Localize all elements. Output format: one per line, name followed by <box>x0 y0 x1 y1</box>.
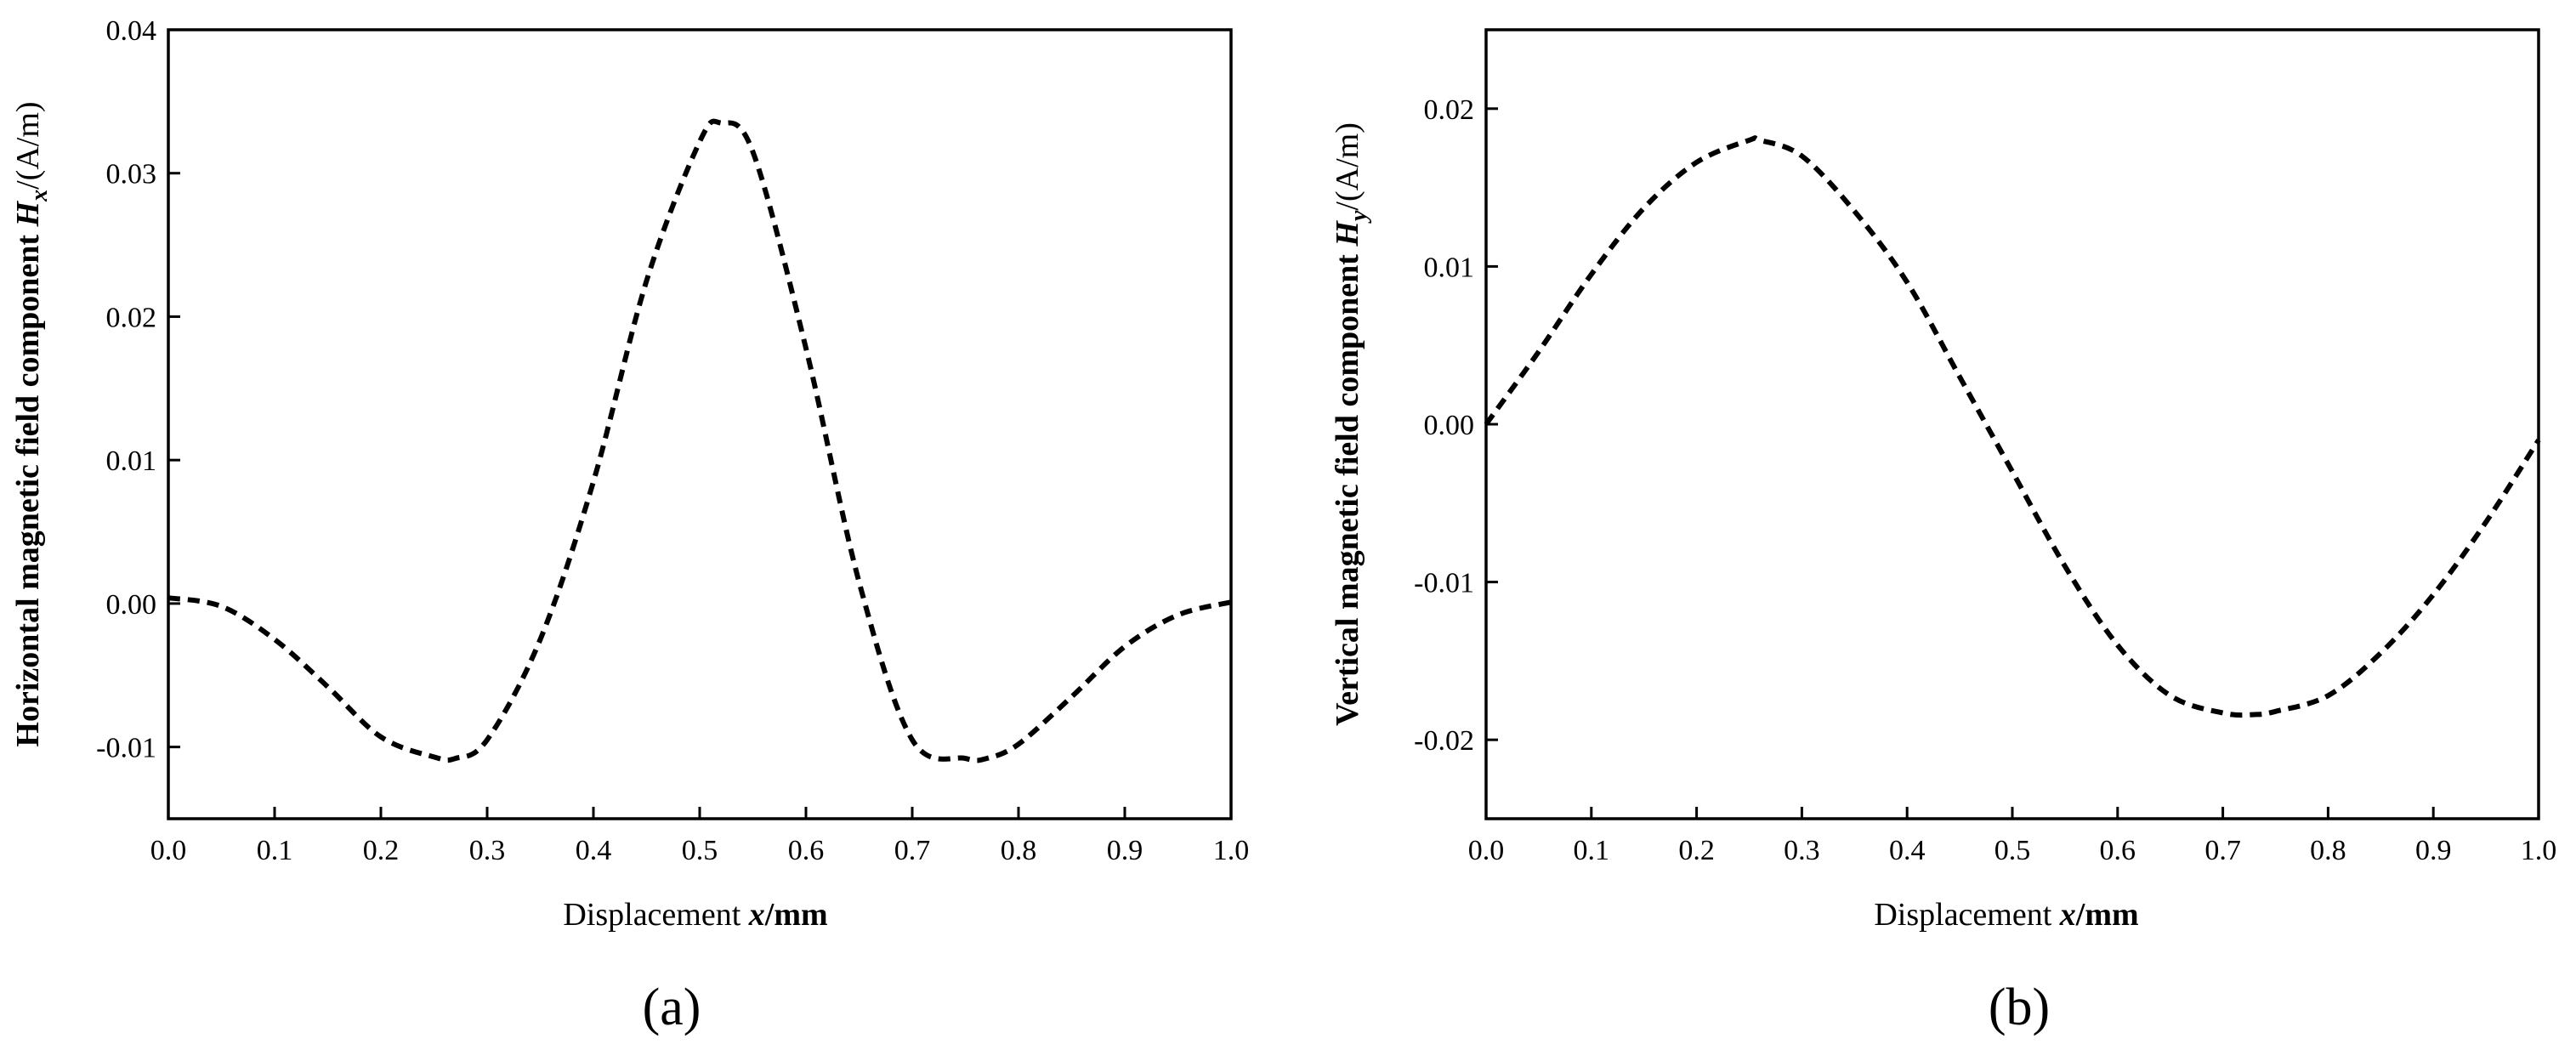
panel-b-x-tick-label: 0.8 <box>2310 835 2346 866</box>
panel-b-x-tick-label: 0.4 <box>1889 835 1926 866</box>
panel-b-x-tick-label: 0.2 <box>1678 835 1715 866</box>
panel-b-label: (b) <box>1989 979 2050 1036</box>
panel-a-plot-frame <box>167 28 1233 820</box>
panel-a-x-tick-label: 0.7 <box>894 835 931 866</box>
panel-a-x-tick-label: 0.6 <box>788 835 825 866</box>
panel-a-y-tick-label: 0.01 <box>106 445 157 477</box>
panel-b-x-tick-label: 0.9 <box>2415 835 2452 866</box>
panel-a-x-tick-label: 0.5 <box>682 835 718 866</box>
panel-a-y-axis-label: Horizontal magnetic field component Hx/(… <box>10 101 53 746</box>
panel-a-x-tick-label: 0.4 <box>576 835 612 866</box>
panel-a-x-axis-label: Displacement x/mm <box>563 897 827 933</box>
panel-b-y-axis-label: Vertical magnetic field component Hy/(A/… <box>1330 122 1372 726</box>
panel-b-x-tick-label: 0.6 <box>2100 835 2136 866</box>
panel-b-x-axis-label: Displacement x/mm <box>1874 897 2138 933</box>
panel-b-y-tick-label: -0.02 <box>1414 725 1474 757</box>
panel-b-x-tick-label: 0.5 <box>1994 835 2031 866</box>
panel-a-x-tick-label: 0.9 <box>1107 835 1143 866</box>
panel-b-x-tick-label: 0.1 <box>1574 835 1610 866</box>
panel-a-series-line <box>167 118 1232 763</box>
panel-b-x-tick-label: 0.7 <box>2204 835 2241 866</box>
panel-b-plot-frame <box>1484 28 2540 820</box>
panel-a-y-tick-label: -0.01 <box>96 733 156 764</box>
panel-a-y-tick-label: 0.00 <box>106 589 157 621</box>
panel-b-x-tick-label: 1.0 <box>2521 835 2557 866</box>
panel-b-x-tick-label: 0.3 <box>1784 835 1820 866</box>
panel-b-y-tick-label: 0.02 <box>1424 94 1475 126</box>
panel-a-x-tick-label: 1.0 <box>1213 835 1250 866</box>
panel-a-y-tick-label: 0.03 <box>106 159 157 190</box>
panel-a-x-tick-label: 0.1 <box>257 835 293 866</box>
panel-b-series-line <box>1484 135 2541 718</box>
panel-b-x-ticks: 0.0 0.1 0.2 0.3 0.4 0.5 0.6 0.7 0.8 0.9 1.0 <box>1468 807 2557 866</box>
panel-a-y-tick-label: 0.02 <box>106 302 157 333</box>
panel-a-y-tick-label: 0.04 <box>106 15 157 47</box>
panel-a-x-tick-label: 0.3 <box>469 835 506 866</box>
panel-a-label: (a) <box>643 979 701 1036</box>
panel-a-chart: -0.010.000.010.020.030.04 0.0 0.1 0.2 0.3 0.… <box>10 15 1249 1036</box>
panel-a-x-tick-label: 0.0 <box>150 835 187 866</box>
panel-b-y-tick-label: 0.01 <box>1424 252 1475 283</box>
panel-a-x-tick-label: 0.2 <box>363 835 400 866</box>
panel-b-x-tick-label: 0.0 <box>1468 835 1505 866</box>
panel-b-y-ticks: -0.02 -0.01 0.00 0.01 0.02 <box>1414 94 1498 757</box>
panel-b-chart: -0.02-0.010.000.010.02 0.0 0.1 0.2 0.3 0.4 0.… <box>1330 28 2557 1036</box>
panel-a-y-ticks: -0.01 0.00 0.01 0.02 0.03 0.04 <box>96 15 180 764</box>
panel-b-y-tick-label: 0.00 <box>1424 410 1475 441</box>
panel-a-x-ticks: 0.0 0.1 0.2 0.3 0.4 0.5 0.6 0.7 0.8 0.9 1.0 <box>150 807 1250 866</box>
panel-b-y-tick-label: -0.01 <box>1414 568 1474 599</box>
panel-a-x-tick-label: 0.8 <box>1001 835 1037 866</box>
